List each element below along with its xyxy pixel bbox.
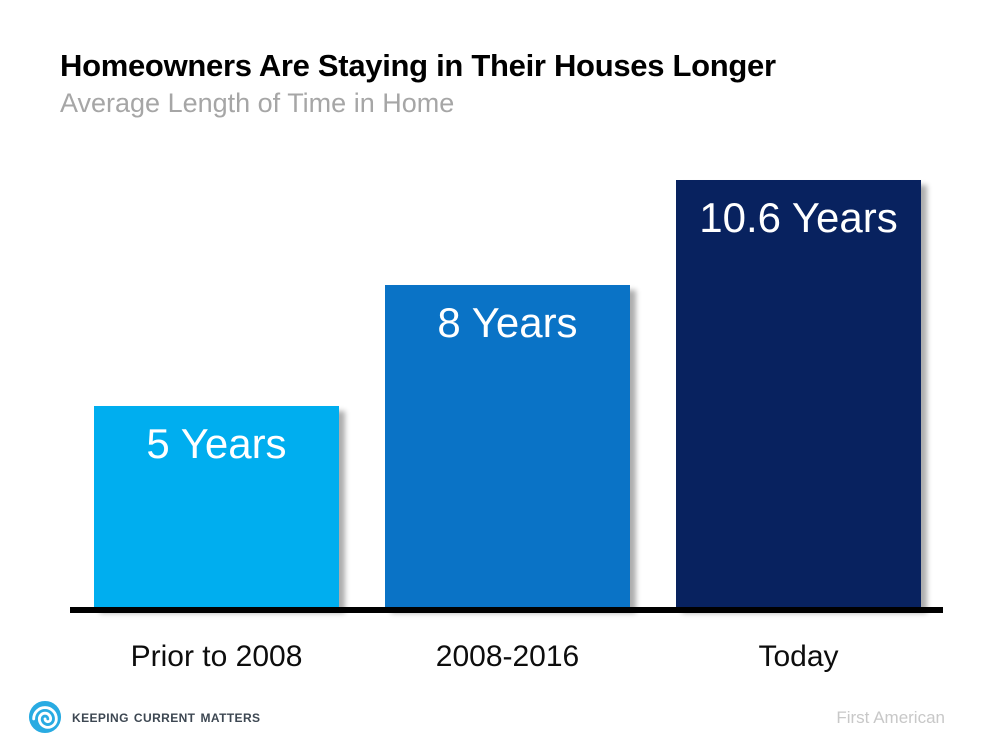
bar-value-label: 8 Years [437, 299, 578, 346]
category-label: Today [758, 640, 839, 673]
kcm-logo: Keeping Current Matters [28, 700, 260, 734]
category-label: 2008-2016 [435, 640, 580, 673]
bar: 5 Years [94, 406, 339, 608]
bar: 8 Years [385, 285, 630, 608]
source-attribution: First American [836, 708, 945, 727]
logo-text: Keeping Current Matters [72, 707, 261, 726]
category-label: Prior to 2008 [130, 640, 303, 673]
chart-subtitle: Average Length of Time in Home [60, 88, 455, 118]
bar: 10.6 Years [676, 180, 921, 608]
swirl-icon [28, 700, 62, 734]
bar-value-label: 5 Years [146, 420, 287, 467]
chart-title: Homeowners Are Staying in Their Houses L… [60, 48, 776, 83]
x-axis-line [70, 607, 943, 613]
bar-value-label: 10.6 Years [699, 194, 898, 241]
